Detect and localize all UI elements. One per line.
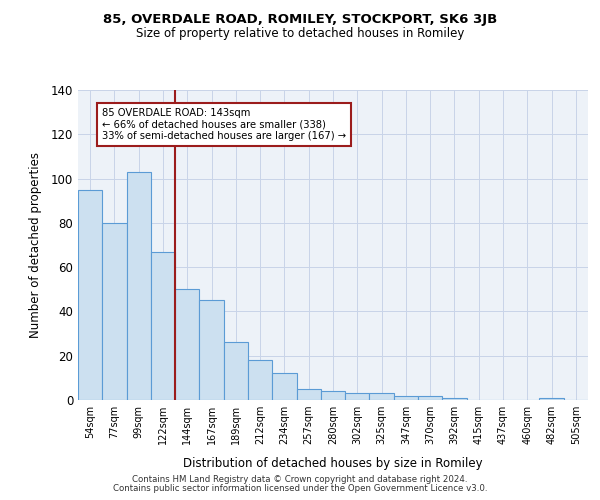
Text: Size of property relative to detached houses in Romiley: Size of property relative to detached ho… — [136, 28, 464, 40]
Y-axis label: Number of detached properties: Number of detached properties — [29, 152, 43, 338]
Bar — [370, 394, 394, 400]
Bar — [127, 172, 151, 400]
Bar — [199, 300, 224, 400]
Text: Distribution of detached houses by size in Romiley: Distribution of detached houses by size … — [183, 458, 483, 470]
Bar — [394, 396, 418, 400]
Text: 85 OVERDALE ROAD: 143sqm
← 66% of detached houses are smaller (338)
33% of semi-: 85 OVERDALE ROAD: 143sqm ← 66% of detach… — [102, 108, 346, 141]
Text: Contains HM Land Registry data © Crown copyright and database right 2024.: Contains HM Land Registry data © Crown c… — [132, 475, 468, 484]
Bar — [224, 342, 248, 400]
Bar — [418, 396, 442, 400]
Bar — [102, 223, 127, 400]
Bar — [151, 252, 175, 400]
Bar — [539, 398, 564, 400]
Bar — [296, 389, 321, 400]
Bar — [321, 391, 345, 400]
Bar — [175, 290, 199, 400]
Bar — [272, 374, 296, 400]
Bar — [248, 360, 272, 400]
Text: Contains public sector information licensed under the Open Government Licence v3: Contains public sector information licen… — [113, 484, 487, 493]
Text: 85, OVERDALE ROAD, ROMILEY, STOCKPORT, SK6 3JB: 85, OVERDALE ROAD, ROMILEY, STOCKPORT, S… — [103, 12, 497, 26]
Bar — [78, 190, 102, 400]
Bar — [345, 394, 370, 400]
Bar — [442, 398, 467, 400]
